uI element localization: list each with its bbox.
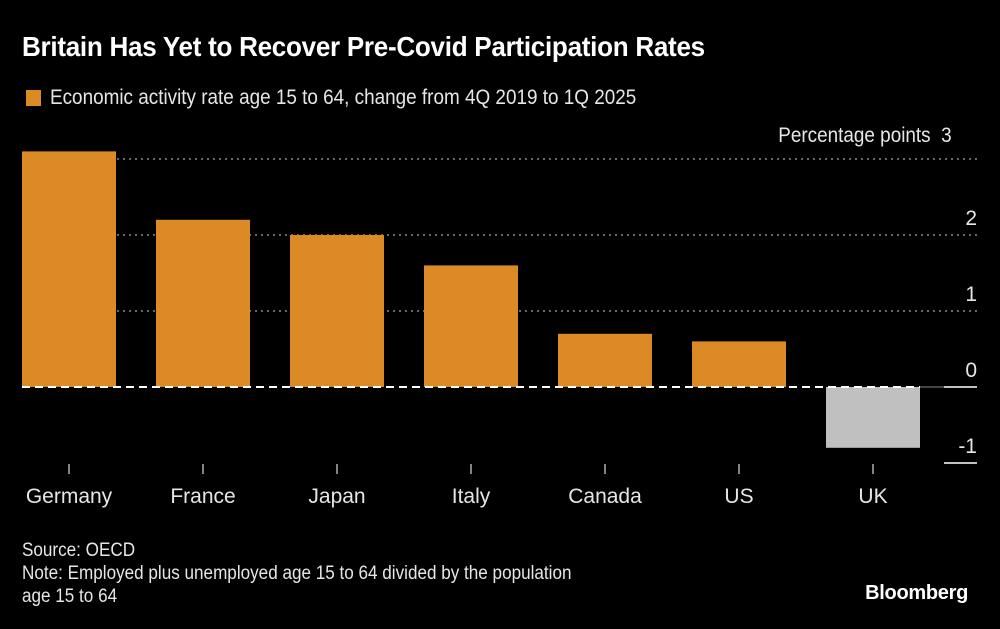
- x-tick-label: US: [724, 485, 753, 508]
- y-tick-label: 2: [965, 207, 977, 230]
- x-tick-label: Germany: [26, 485, 113, 508]
- note-text-line1: Note: Employed plus unemployed age 15 to…: [22, 563, 572, 584]
- bar-germany: [22, 151, 116, 387]
- bloomberg-logo: Bloomberg: [865, 582, 968, 604]
- bar-italy: [424, 265, 518, 387]
- bar-france: [156, 219, 250, 387]
- y-axis-label: Percentage points 3: [778, 124, 952, 147]
- y-tick-label: -1: [958, 435, 977, 458]
- legend-label: Economic activity rate age 15 to 64, cha…: [50, 86, 637, 109]
- note-text-line2: age 15 to 64: [22, 586, 118, 607]
- bar-uk: [826, 387, 920, 448]
- y-tick-label: 0: [965, 359, 977, 382]
- legend: Economic activity rate age 15 to 64, cha…: [26, 86, 701, 110]
- legend-swatch: [26, 90, 41, 106]
- y-tick-label: 1: [965, 283, 977, 306]
- bar-us: [692, 341, 786, 387]
- bar-canada: [558, 333, 652, 387]
- x-tick-label: UK: [858, 485, 887, 508]
- x-tick-label: Canada: [568, 485, 642, 508]
- bar-japan: [290, 235, 384, 387]
- source-text: Source: OECD: [22, 540, 136, 561]
- x-tick-label: Japan: [308, 485, 365, 508]
- footer: Source: OECD Note: Employed plus unemplo…: [22, 539, 633, 608]
- x-tick-label: Italy: [452, 485, 491, 508]
- x-tick-label: France: [170, 485, 235, 508]
- chart-title: Britain Has Yet to Recover Pre-Covid Par…: [22, 31, 705, 62]
